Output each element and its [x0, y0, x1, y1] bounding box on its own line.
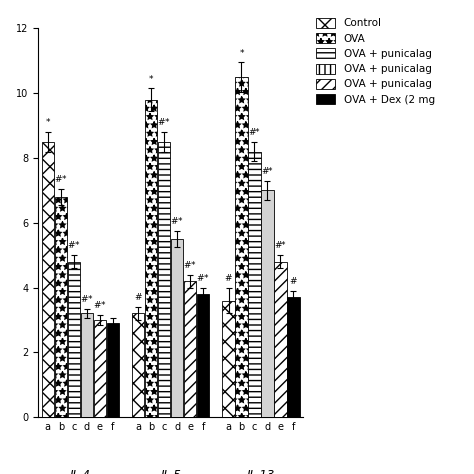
Bar	[145, 100, 157, 417]
Bar	[107, 323, 119, 417]
Text: *: *	[62, 175, 66, 184]
Bar	[132, 313, 145, 417]
Text: #: #	[183, 261, 191, 270]
Bar	[222, 301, 235, 417]
Text: *: *	[255, 128, 260, 137]
Text: #: #	[274, 241, 282, 250]
Bar	[42, 142, 54, 417]
Bar	[287, 297, 300, 417]
Text: #: #	[54, 175, 62, 184]
Bar	[197, 294, 210, 417]
Text: #: #	[157, 118, 165, 127]
Text: IL-13: IL-13	[247, 469, 275, 474]
Text: #: #	[248, 128, 255, 137]
Bar	[171, 239, 183, 417]
Text: *: *	[204, 273, 208, 283]
Bar	[68, 262, 80, 417]
Text: *: *	[178, 217, 182, 226]
Text: *: *	[100, 301, 105, 310]
Bar	[235, 77, 248, 417]
Bar	[158, 142, 170, 417]
Bar	[184, 281, 196, 417]
Text: *: *	[87, 295, 92, 304]
Text: *: *	[74, 241, 79, 250]
Text: #: #	[93, 301, 100, 310]
Text: #: #	[67, 241, 75, 250]
Bar	[248, 152, 261, 417]
Legend: Control, OVA, OVA + punicalag, OVA + punicalag, OVA + punicalag, OVA + Dex (2 mg: Control, OVA, OVA + punicalag, OVA + pun…	[313, 15, 438, 108]
Text: *: *	[149, 74, 154, 83]
Text: *: *	[46, 118, 50, 127]
Text: *: *	[239, 49, 244, 58]
Bar	[261, 191, 273, 417]
Text: *: *	[191, 261, 195, 270]
Text: #: #	[135, 293, 142, 302]
Bar	[55, 197, 67, 417]
Text: #: #	[225, 273, 232, 283]
Text: *: *	[268, 167, 273, 176]
Text: IL-4: IL-4	[70, 469, 91, 474]
Text: #: #	[197, 273, 204, 283]
Text: #: #	[261, 167, 268, 176]
Text: #: #	[80, 295, 88, 304]
Bar	[81, 313, 93, 417]
Text: *: *	[281, 241, 285, 250]
Text: *: *	[165, 118, 169, 127]
Text: #: #	[171, 217, 178, 226]
Bar	[93, 320, 106, 417]
Text: IL-5: IL-5	[160, 469, 181, 474]
Text: #: #	[290, 277, 297, 286]
Bar	[274, 262, 287, 417]
